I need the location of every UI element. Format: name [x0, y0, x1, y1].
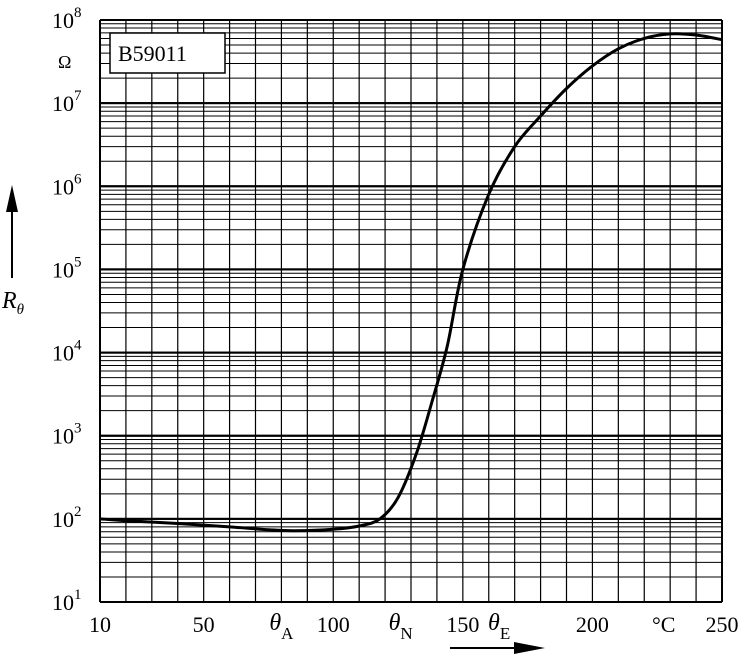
grid [99, 19, 723, 603]
y-tick-label: 102 [52, 504, 82, 532]
y-arrow-head [6, 185, 18, 212]
y-axis-label: Rθ [1, 185, 25, 318]
y-tick-label: 107 [52, 88, 82, 116]
y-tick-label: 106 [52, 171, 82, 199]
annotations: θA θN θE [269, 610, 510, 643]
y-tick-label: 103 [52, 421, 82, 449]
axis-marker-n: θN [389, 610, 413, 643]
x-tick-label: 150 [446, 612, 479, 637]
x-tick-label: 50 [193, 612, 215, 637]
y-tick-label: 108 [52, 5, 82, 33]
x-arrow-head [514, 642, 545, 654]
y-tick-label: 104 [52, 338, 82, 366]
legend-box-label: B59011 [118, 41, 187, 66]
axis-marker-a: θA [269, 610, 294, 643]
axis-marker-e: θE [488, 610, 510, 643]
unit-label: Ω [58, 52, 71, 72]
legend-box-frame [109, 32, 226, 74]
y-axis-title: Rθ [1, 288, 25, 318]
tick-labels: 10 50 100 150 200 250 101 102 103 104 105 106 107 108 [52, 5, 739, 637]
x-tick-label: 10 [89, 612, 111, 637]
legend-box: B59011 [109, 32, 226, 74]
x-tick-label: 100 [317, 612, 350, 637]
y-tick-label: 101 [52, 587, 82, 615]
x-tick-label: 200 [576, 612, 609, 637]
x-tick-label: 250 [706, 612, 739, 637]
y-tick-label: 105 [52, 254, 82, 282]
x-unit-label: °C [652, 612, 675, 637]
x-arrow [450, 642, 545, 654]
resistance-curve [99, 32, 723, 533]
